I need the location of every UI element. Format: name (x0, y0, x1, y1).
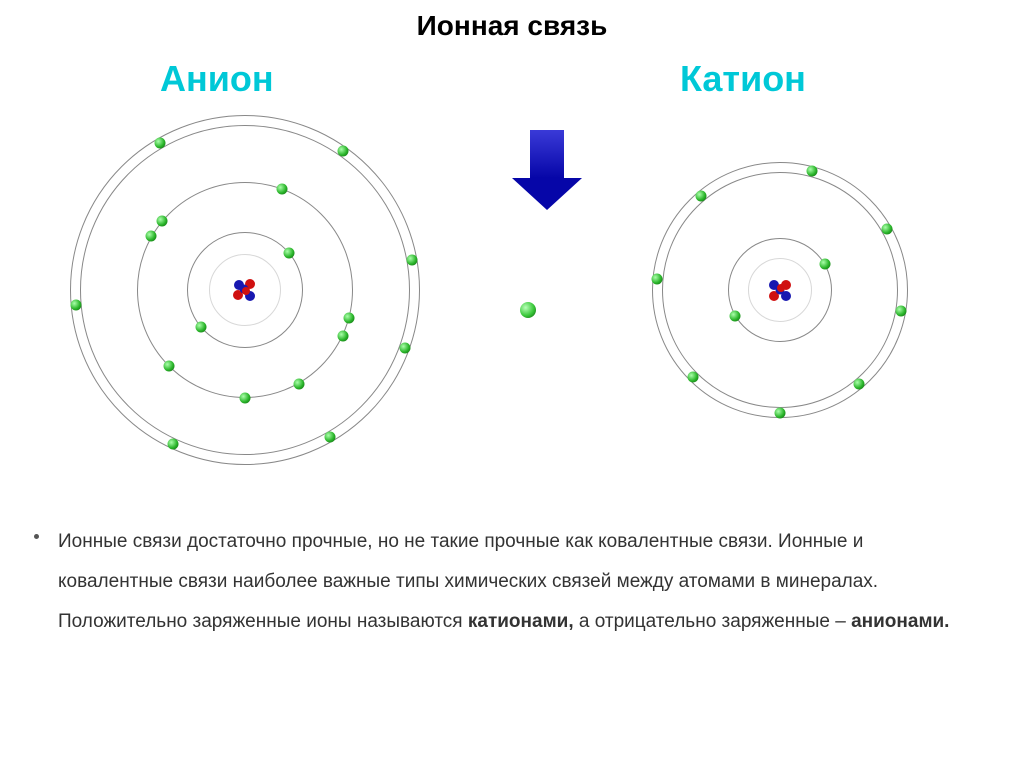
electron (195, 322, 206, 333)
nucleus-particle (242, 287, 250, 295)
text-bold: катионами, (468, 611, 574, 632)
anion-label: Анион (160, 58, 274, 100)
electron (652, 274, 663, 285)
paragraph-content: Ионные связи достаточно прочные, но не т… (58, 531, 949, 632)
electron (820, 259, 831, 270)
electron (854, 379, 865, 390)
page-title: Ионная связь (0, 10, 1024, 42)
cation-label: Катион (680, 58, 806, 100)
electron (284, 247, 295, 258)
atoms-diagram (0, 115, 1024, 495)
electron (881, 223, 892, 234)
electron (337, 330, 348, 341)
electron (344, 312, 355, 323)
nucleus-particle (777, 284, 785, 292)
electron (325, 432, 336, 443)
electron (163, 361, 174, 372)
electron (806, 166, 817, 177)
electron (157, 215, 168, 226)
electron (775, 408, 786, 419)
text-run: а отрицательно заряженные – (574, 611, 851, 632)
bullet-icon (34, 534, 39, 539)
electron (240, 393, 251, 404)
electron (146, 231, 157, 242)
electron (688, 371, 699, 382)
electron (168, 439, 179, 450)
arrow-shaft (530, 130, 564, 178)
electron (337, 145, 348, 156)
electron (407, 255, 418, 266)
electron (155, 137, 166, 148)
electron (294, 378, 305, 389)
electron (399, 343, 410, 354)
title-text: Ионная связь (417, 10, 608, 41)
text-bold: анионами. (851, 611, 949, 632)
electron (896, 306, 907, 317)
free-electron (520, 302, 536, 318)
arrow-head (512, 178, 582, 210)
electron (276, 183, 287, 194)
electron (695, 190, 706, 201)
description-paragraph: Ионные связи достаточно прочные, но не т… (58, 522, 978, 642)
electron (70, 299, 81, 310)
electron (729, 311, 740, 322)
